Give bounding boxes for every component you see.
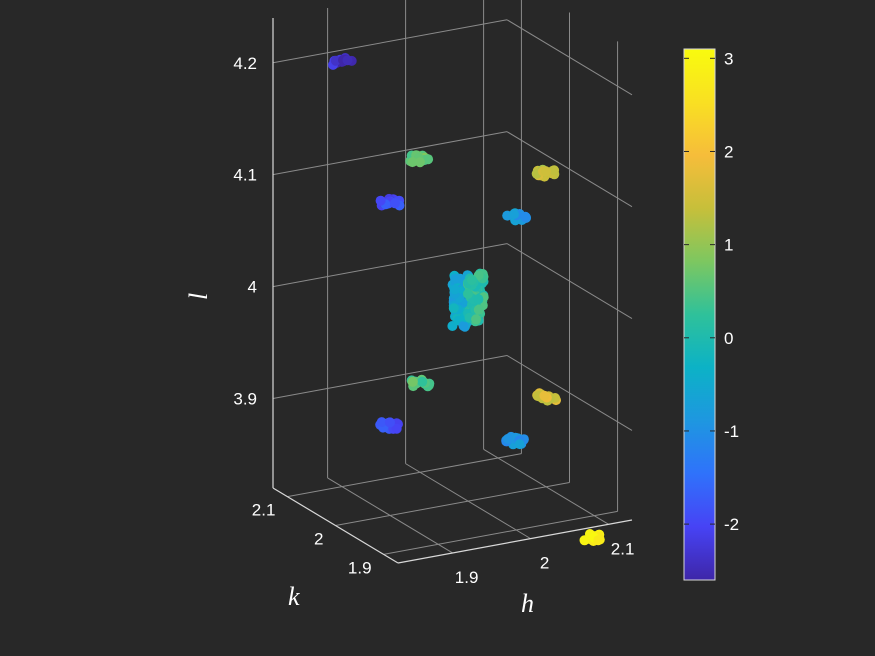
- grid-line-l-sidewall: [506, 355, 633, 431]
- grid-line-l-backwall: [272, 243, 508, 288]
- y-tick-label: 1.9: [348, 558, 372, 577]
- colorbar-gradient: [684, 49, 715, 580]
- cluster-9-point: [593, 535, 604, 546]
- cluster-3-point: [407, 157, 418, 168]
- cluster-1-point: [375, 195, 386, 206]
- data-points: [328, 53, 605, 546]
- grid-line-k-floor: [287, 453, 522, 498]
- cluster-3-point: [415, 157, 425, 168]
- cluster-10-point: [458, 321, 469, 331]
- x-axis-line: [397, 519, 633, 564]
- cluster-0-point: [342, 55, 353, 66]
- colorbar: 3 2 1 0 -1 -2: [683, 48, 739, 581]
- z-tick-label: 4.2: [233, 54, 257, 73]
- colorbar-tick-label: 2: [724, 142, 733, 161]
- cluster-11-point: [466, 275, 477, 285]
- cluster-5-point: [549, 165, 560, 176]
- colorbar-tick-label: -2: [724, 515, 739, 534]
- z-tick-label: 3.9: [233, 389, 257, 408]
- colorbar-tick-label: 1: [724, 236, 733, 255]
- y-tick-label: 2.1: [252, 501, 276, 520]
- cluster-3-point: [423, 154, 434, 165]
- cluster-8-point: [539, 390, 550, 401]
- cluster-7-point: [514, 439, 525, 450]
- cluster-2-point: [376, 417, 387, 428]
- x-tick-label: 2: [540, 554, 549, 573]
- grid-line-l-sidewall: [506, 131, 633, 208]
- cluster-4-point: [520, 211, 531, 222]
- cluster-2-point: [391, 423, 402, 434]
- colorbar-frame: [683, 48, 716, 581]
- z-axis-label: l: [184, 293, 213, 300]
- grid-line-l-backwall: [272, 354, 508, 399]
- grid-line-k-floor: [335, 482, 570, 526]
- tick-labels: 1.9 2 2.1 1.9 2 2.1 3.9 4 4.1 4.2: [233, 54, 634, 587]
- cluster-11-point: [473, 304, 484, 315]
- grid-line-l-backwall: [272, 131, 508, 176]
- x-tick-label: 1.9: [455, 568, 479, 587]
- y-axis-label: k: [288, 582, 300, 611]
- cluster-9-point: [579, 535, 590, 546]
- colorbar-tick-label: 0: [724, 329, 733, 348]
- z-tick-label: 4.1: [233, 166, 257, 185]
- grid-lines: [272, 0, 633, 555]
- cluster-10-point: [450, 284, 460, 295]
- y-axis-line: [272, 487, 399, 564]
- cluster-11-point: [471, 314, 482, 325]
- cluster-1-point: [390, 198, 400, 209]
- y-tick-label: 2: [314, 530, 323, 549]
- cluster-10-point: [448, 303, 459, 314]
- grid-line-k-floor: [383, 510, 618, 555]
- cluster-11-point: [463, 288, 473, 299]
- cluster-0-point: [330, 55, 341, 66]
- cluster-5-point: [540, 166, 551, 177]
- z-tick-label: 4: [248, 278, 257, 297]
- colorbar-tick-label: -1: [724, 422, 739, 441]
- cluster-6-point: [417, 376, 428, 387]
- grid-line-l-sidewall: [506, 243, 633, 320]
- x-tick-label: 2.1: [611, 539, 635, 558]
- colorbar-tick-label: 3: [724, 49, 733, 68]
- grid-line-l-sidewall: [506, 19, 633, 96]
- cluster-2-point: [384, 417, 395, 428]
- x-axis-label: h: [521, 589, 534, 618]
- cluster-4-point: [509, 209, 519, 220]
- cluster-11-point: [473, 294, 484, 305]
- axes: [272, 18, 633, 564]
- cluster-7-point: [502, 433, 513, 444]
- grid-line-l-backwall: [272, 19, 508, 64]
- cluster-6-point: [407, 376, 418, 387]
